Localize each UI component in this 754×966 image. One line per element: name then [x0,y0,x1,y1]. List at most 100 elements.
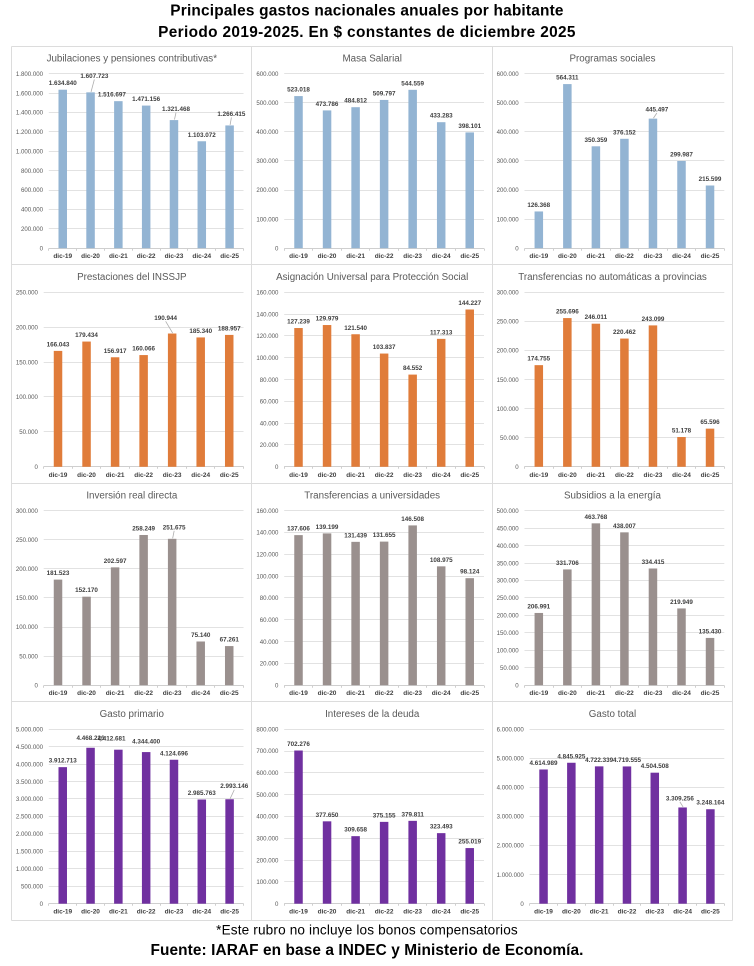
svg-text:3.000.000: 3.000.000 [16,796,44,803]
svg-text:100.000: 100.000 [497,648,520,655]
svg-text:0: 0 [515,464,519,471]
svg-text:3.912.713: 3.912.713 [49,758,78,765]
svg-text:dic-20: dic-20 [81,909,100,916]
svg-text:300.000: 300.000 [497,290,520,297]
svg-text:dic-24: dic-24 [432,690,451,697]
svg-text:258.249: 258.249 [132,525,155,532]
svg-text:206.991: 206.991 [527,603,550,610]
svg-text:Masa Salarial: Masa Salarial [343,53,402,64]
svg-text:dic-20: dic-20 [77,472,96,479]
svg-text:1.516.697: 1.516.697 [98,92,127,99]
svg-text:400.000: 400.000 [21,207,44,214]
svg-text:200.000: 200.000 [16,566,39,573]
svg-text:484.812: 484.812 [344,98,367,105]
svg-text:dic-22: dic-22 [615,253,634,260]
svg-text:100.000: 100.000 [256,879,279,886]
svg-text:139.199: 139.199 [316,524,339,531]
svg-text:dic-20: dic-20 [318,472,337,479]
svg-text:4.722.339: 4.722.339 [585,757,614,764]
svg-text:dic-25: dic-25 [220,472,239,479]
svg-text:dic-25: dic-25 [460,909,479,916]
svg-text:dic-21: dic-21 [346,909,365,916]
svg-text:dic-21: dic-21 [106,690,125,697]
svg-text:509.797: 509.797 [373,90,396,97]
svg-text:350.359: 350.359 [585,137,608,144]
svg-text:dic-21: dic-21 [346,253,365,260]
svg-text:dic-22: dic-22 [137,253,156,260]
svg-text:160.000: 160.000 [256,290,279,297]
svg-text:564.311: 564.311 [556,75,579,82]
svg-text:0: 0 [275,245,279,252]
svg-text:dic-21: dic-21 [346,472,365,479]
svg-text:dic-19: dic-19 [289,690,308,697]
svg-text:dic-24: dic-24 [432,909,451,916]
svg-text:dic-19: dic-19 [289,472,308,479]
svg-text:334.415: 334.415 [642,559,665,566]
svg-text:702.276: 702.276 [287,741,310,748]
svg-text:dic-25: dic-25 [460,253,479,260]
svg-text:144.227: 144.227 [458,300,481,307]
svg-text:dic-24: dic-24 [192,909,211,916]
svg-text:202.597: 202.597 [104,558,127,565]
svg-text:0: 0 [40,245,44,252]
svg-text:376.152: 376.152 [613,129,636,136]
svg-text:dic-20: dic-20 [558,472,577,479]
svg-text:Prestaciones del INSSJP: Prestaciones del INSSJP [77,272,187,283]
svg-text:160.066: 160.066 [132,346,155,353]
svg-text:150.000: 150.000 [497,377,520,384]
svg-text:200.000: 200.000 [497,187,520,194]
svg-text:215.599: 215.599 [699,176,722,183]
svg-text:40.000: 40.000 [260,639,279,646]
svg-text:131.655: 131.655 [373,532,396,539]
svg-text:150.000: 150.000 [16,595,39,602]
svg-text:375.155: 375.155 [373,812,396,819]
svg-text:140.000: 140.000 [256,530,279,537]
svg-text:2.985.763: 2.985.763 [188,790,217,797]
svg-text:1.500.000: 1.500.000 [16,849,44,856]
svg-text:323.493: 323.493 [430,824,453,831]
svg-text:dic-21: dic-21 [586,253,605,260]
svg-text:0: 0 [520,901,524,908]
svg-text:300.000: 300.000 [16,508,39,515]
svg-text:50.000: 50.000 [500,665,519,672]
svg-text:4.000.000: 4.000.000 [497,785,525,792]
svg-text:dic-25: dic-25 [220,690,239,697]
svg-text:0: 0 [515,682,519,689]
svg-text:60.000: 60.000 [260,617,279,624]
svg-text:255.019: 255.019 [458,839,481,846]
svg-text:4.124.696: 4.124.696 [160,750,189,757]
svg-text:dic-22: dic-22 [615,690,634,697]
svg-text:dic-23: dic-23 [644,690,663,697]
svg-text:dic-21: dic-21 [586,472,605,479]
svg-text:60.000: 60.000 [260,399,279,406]
svg-text:166.043: 166.043 [47,341,70,348]
svg-text:dic-21: dic-21 [106,472,125,479]
svg-text:4.412.681: 4.412.681 [97,736,126,743]
svg-text:dic-20: dic-20 [558,253,577,260]
svg-text:0: 0 [275,464,279,471]
svg-text:445.497: 445.497 [645,107,668,114]
svg-text:299.987: 299.987 [670,151,693,158]
svg-text:350.000: 350.000 [497,560,520,567]
svg-text:75.140: 75.140 [191,632,211,639]
svg-text:127.239: 127.239 [287,319,310,326]
svg-text:100.000: 100.000 [256,355,279,362]
svg-text:131.439: 131.439 [344,532,367,539]
svg-text:1.000.000: 1.000.000 [497,872,525,879]
svg-text:dic-25: dic-25 [701,253,720,260]
svg-text:1.321.468: 1.321.468 [162,106,191,113]
svg-text:dic-19: dic-19 [49,472,68,479]
svg-text:Intereses de la deuda: Intereses de la deuda [325,709,420,720]
svg-text:243.099: 243.099 [642,316,665,323]
svg-text:dic-22: dic-22 [137,909,156,916]
svg-text:500.000: 500.000 [256,792,279,799]
svg-text:dic-22: dic-22 [618,909,637,916]
svg-text:433.283: 433.283 [430,113,453,120]
svg-text:181.523: 181.523 [47,570,70,577]
svg-text:1.634.840: 1.634.840 [49,80,78,87]
svg-text:160.000: 160.000 [256,508,279,515]
svg-text:1.200.000: 1.200.000 [16,129,44,136]
svg-text:0: 0 [275,682,279,689]
svg-text:100.000: 100.000 [16,394,39,401]
svg-text:438.007: 438.007 [613,523,636,530]
